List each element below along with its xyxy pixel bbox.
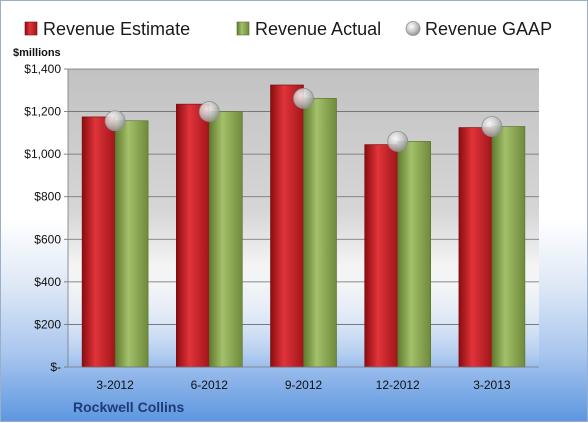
x-tick-label: 12-2012: [376, 378, 420, 392]
bar-revenue-actual: [303, 98, 337, 368]
y-axis-ticks: $- $200 $400 $600 $800 $1,000 $1,200 $1,400: [24, 62, 539, 374]
legend-swatch: [24, 21, 38, 36]
legend-item: Revenue Actual: [236, 19, 381, 39]
bar-revenue-actual: [114, 120, 149, 368]
bar-revenue-estimate: [364, 144, 399, 368]
bar-revenue-actual: [491, 126, 526, 368]
bar-revenue-estimate: [270, 84, 304, 368]
point-revenue-gaap: [104, 110, 126, 132]
y-tick-label: $-: [50, 360, 61, 374]
bar-revenue-estimate: [458, 127, 493, 368]
y-tick-label: $800: [34, 190, 61, 204]
point-revenue-gaap: [387, 130, 409, 152]
bar-revenue-estimate: [176, 103, 210, 368]
bar-revenue-estimate: [81, 116, 116, 368]
x-tick-label: 9-2012: [285, 378, 323, 392]
x-tick-label: 3-2012: [96, 378, 134, 392]
point-revenue-gaap: [198, 101, 220, 122]
legend-label: Revenue GAAP: [425, 19, 552, 39]
bar-revenue-actual: [209, 111, 243, 368]
y-tick-label: $1,200: [24, 105, 61, 119]
x-tick-label: 3-2013: [473, 378, 511, 392]
gaap-points-layer: [104, 87, 503, 152]
legend-item: Revenue Estimate: [24, 19, 190, 39]
bars-layer: [81, 84, 526, 368]
legend-swatch: [405, 21, 421, 36]
legend-item: Revenue GAAP: [405, 19, 552, 39]
y-tick-label: $600: [34, 232, 61, 246]
y-tick-label: $1,400: [24, 62, 61, 76]
unit-label: $millions: [13, 47, 61, 59]
company-name: Rockwell Collins: [73, 399, 185, 415]
legend-swatch: [236, 21, 250, 36]
legend: Revenue Estimate Revenue Actual Revenue GA…: [24, 19, 552, 39]
point-revenue-gaap: [293, 87, 314, 109]
y-tick-label: $400: [34, 275, 61, 289]
point-revenue-gaap: [481, 116, 503, 137]
y-tick-label: $1,000: [24, 147, 61, 161]
legend-label: Revenue Actual: [255, 19, 381, 39]
x-tick-label: 6-2012: [191, 378, 229, 392]
x-axis-ticks: 3-2012 6-2012 9-2012 12-2012 3-2013: [96, 378, 510, 392]
legend-label: Revenue Estimate: [43, 19, 190, 39]
y-tick-label: $200: [34, 317, 61, 331]
bar-revenue-actual: [397, 141, 432, 368]
